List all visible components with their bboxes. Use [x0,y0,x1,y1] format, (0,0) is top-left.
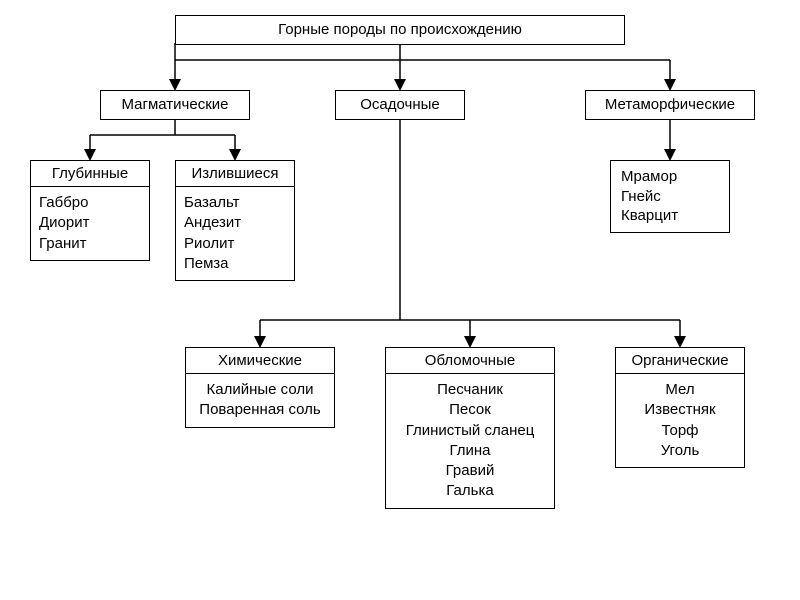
list-item: Гранит [39,234,141,254]
list-item: Торф [624,421,736,441]
items-effusive: Базальт Андезит Риолит Пемза [176,187,294,280]
list-item: Галька [394,481,546,501]
label-effusive: Излившиеся [176,161,294,187]
list-item: Поваренная соль [194,400,326,420]
list-item: Гравий [394,461,546,481]
box-organic: Органические Мел Известняк Торф Уголь [615,347,745,468]
label-chemical: Химические [186,348,334,374]
node-sedimentary: Осадочные [335,90,465,120]
list-item: Мел [624,380,736,400]
list-item: Песчаник [394,380,546,400]
list-item: Пемза [184,254,286,274]
list-item: Известняк [624,400,736,420]
list-item: Диорит [39,213,141,233]
node-metamorphic: Метаморфические [585,90,755,120]
label-sedimentary: Осадочные [360,96,440,113]
list-item: Уголь [624,441,736,461]
list-item: Мрамор [621,167,719,187]
box-metamorphic-items: Мрамор Гнейс Кварцит [610,160,730,233]
list-item: Андезит [184,213,286,233]
items-chemical: Калийные соли Поваренная соль [186,374,334,427]
list-item: Глинистый сланец [394,421,546,441]
list-item: Кварцит [621,206,719,226]
label-metamorphic: Метаморфические [605,96,735,113]
label-magmatic: Магматические [122,96,229,113]
items-organic: Мел Известняк Торф Уголь [616,374,744,467]
box-chemical: Химические Калийные соли Поваренная соль [185,347,335,428]
items-deep: Габбро Диорит Гранит [31,187,149,260]
list-item: Калийные соли [194,380,326,400]
list-item: Гнейс [621,187,719,207]
root-label: Горные породы по происхождению [278,21,522,38]
box-deep: Глубинные Габбро Диорит Гранит [30,160,150,261]
list-item: Базальт [184,193,286,213]
list-item: Песок [394,400,546,420]
node-magmatic: Магматические [100,90,250,120]
label-clastic: Обломочные [386,348,554,374]
root-node: Горные породы по происхождению [175,15,625,45]
items-clastic: Песчаник Песок Глинистый сланец Глина Гр… [386,374,554,508]
label-deep: Глубинные [31,161,149,187]
list-item: Глина [394,441,546,461]
box-effusive: Излившиеся Базальт Андезит Риолит Пемза [175,160,295,281]
box-clastic: Обломочные Песчаник Песок Глинистый слан… [385,347,555,509]
list-item: Риолит [184,234,286,254]
list-item: Габбро [39,193,141,213]
label-organic: Органические [616,348,744,374]
